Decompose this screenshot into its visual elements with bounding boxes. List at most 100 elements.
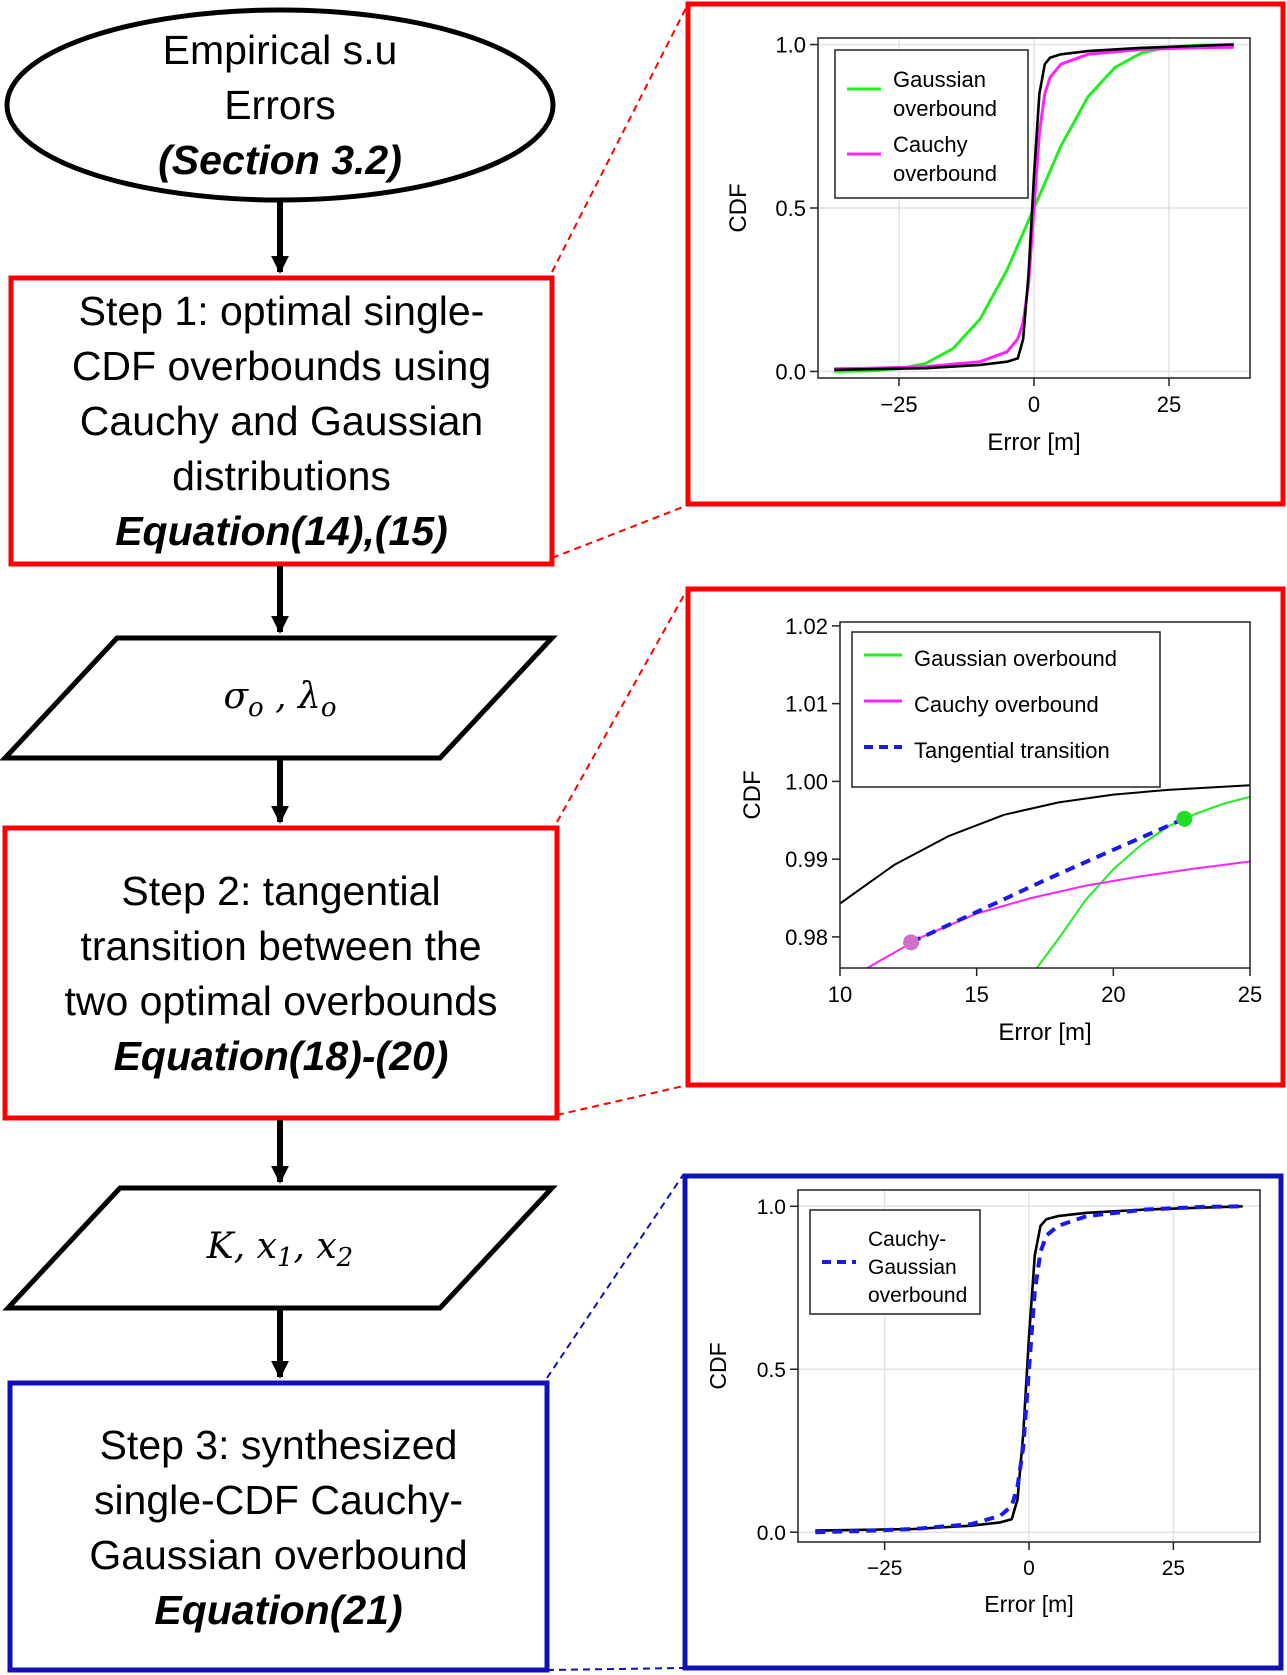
start-ref: (Section 3.2): [158, 137, 402, 183]
step2-text: Step 2: tangential transition between th…: [5, 864, 557, 1084]
step1-text: Step 1: optimal single- CDF overbounds u…: [11, 284, 552, 559]
x-tick-label: 25: [1157, 392, 1181, 417]
start-line2: Errors: [224, 82, 336, 128]
x-tick-label: 25: [1162, 1557, 1185, 1580]
x-tick-label: 20: [1101, 982, 1125, 1007]
connector-step2-top: [556, 587, 689, 823]
legend-label: Cauchy overbound: [914, 692, 1099, 717]
x-tick-label: −25: [880, 392, 917, 417]
y-tick-label: 0.0: [757, 1522, 786, 1545]
chart-2: 10 15 20 25 0.98 0.99 1.00 1.01 1.02 Error [m] CDF…: [739, 614, 1262, 1046]
connector-step1-bottom: [551, 504, 689, 559]
params2-separator-1: ,: [233, 1226, 257, 1267]
params1-separator: ,: [263, 676, 299, 717]
y-tick-label: 1.0: [757, 1196, 786, 1219]
step2-ref: Equation(18)-(20): [113, 1033, 449, 1079]
legend-label: Gaussian: [893, 67, 986, 92]
x-tick-label: 15: [964, 982, 988, 1007]
panel2-frame: [685, 586, 1286, 1088]
start-text: Empirical s.u Errors (Section 3.2): [30, 23, 530, 188]
connector-step3-bottom: [546, 1667, 684, 1671]
lambda-symbol: λ: [298, 676, 321, 717]
step3-line3: Gaussian overbound: [89, 1532, 468, 1578]
x-tick-label: 10: [828, 982, 852, 1007]
legend: Gaussian overbound Cauchy overbound: [834, 49, 1029, 199]
step3-line2: single-CDF Cauchy-: [93, 1477, 464, 1523]
series-transition: [815, 1204, 1243, 1535]
x-axis-label: Error [m]: [998, 1019, 1091, 1046]
connector-step1-top: [551, 3, 689, 273]
step1-line4: distributions: [172, 453, 391, 499]
legend-label: overbound: [868, 1284, 967, 1307]
legend-label: Gaussian: [868, 1256, 957, 1279]
x-tick-label: 0: [1023, 1557, 1035, 1580]
step1-line3: Cauchy and Gaussian: [79, 398, 484, 444]
step3-ref: Equation(21): [154, 1587, 403, 1633]
y-tick-label: 0.99: [785, 847, 828, 872]
step3-box: [7, 1380, 550, 1673]
params2-parallelogram: [2, 1185, 558, 1311]
legend-label: overbound: [893, 96, 997, 121]
legend-label: overbound: [893, 161, 997, 186]
y-tick-label: 1.0: [775, 32, 806, 57]
step3-text: Step 3: synthesized single-CDF Cauchy- G…: [10, 1418, 547, 1638]
lambda-subscript: o: [320, 693, 337, 724]
x-axis-label: Error [m]: [984, 1591, 1073, 1617]
panel1-frame: [685, 1, 1286, 507]
y-axis-label: CDF: [739, 770, 766, 819]
series-empirical: [815, 1205, 1243, 1532]
step1-box: [8, 275, 555, 567]
series-group: [815, 1204, 1243, 1535]
series-cauchy: [834, 45, 1234, 371]
sigma-subscript: o: [248, 693, 264, 724]
chart-3: −25 0 25 0.0 0.5 1.0 Error [m] CDF Cauchy- Gaussi…: [705, 1189, 1261, 1617]
x-axis-label: Error [m]: [987, 429, 1080, 456]
y-axis-label: CDF: [705, 1342, 731, 1389]
params2-separator-2: ,: [293, 1226, 317, 1267]
step2-line1: Step 2: tangential: [121, 868, 441, 914]
tangent-point-1: [903, 934, 920, 951]
series-cauchy: [866, 860, 1250, 968]
step2-line2: transition between the: [80, 923, 482, 969]
step3-line1: Step 3: synthesized: [99, 1422, 458, 1468]
panel3-frame: [682, 1173, 1284, 1671]
legend-label: Cauchy-: [868, 1228, 946, 1251]
params1-text: σo , λo: [60, 676, 500, 723]
k-symbol: K: [206, 1226, 234, 1267]
chart-1: −25 0 25 0.0 0.5 1.0 Error [m] CDF Gaussian overb…: [725, 32, 1251, 456]
params1-parallelogram: [0, 635, 558, 761]
legend-label: Cauchy: [893, 132, 968, 157]
legend-box: [834, 49, 1029, 199]
params2-text: K, x1, x2: [60, 1226, 500, 1273]
legend-label: Gaussian overbound: [914, 646, 1117, 671]
step2-line3: two optimal overbounds: [64, 978, 498, 1024]
connector-step2-bottom: [556, 1084, 689, 1116]
step1-line1: Step 1: optimal single-: [78, 288, 485, 334]
x1-symbol: x: [256, 1226, 277, 1267]
x-tick-label: 0: [1028, 392, 1040, 417]
series-empirical: [834, 43, 1234, 372]
y-tick-label: 0.98: [785, 925, 828, 950]
series-gaussian: [1035, 795, 1250, 968]
tangent-point-2: [1176, 810, 1193, 827]
legend-label: Tangential transition: [914, 738, 1110, 763]
y-tick-label: 0.5: [775, 196, 806, 221]
y-axis-label: CDF: [725, 183, 752, 232]
sigma-symbol: σ: [223, 676, 249, 717]
step2-box: [2, 825, 560, 1121]
y-tick-label: 0.0: [775, 359, 806, 384]
y-tick-label: 1.02: [785, 614, 828, 639]
step1-line2: CDF overbounds using: [71, 343, 492, 389]
legend-box: [851, 631, 1161, 788]
x-tick-label: 25: [1238, 982, 1262, 1007]
series-empirical: [840, 784, 1250, 905]
y-tick-label: 1.00: [785, 769, 828, 794]
connector-step3-top: [546, 1174, 684, 1379]
step1-ref: Equation(14),(15): [115, 508, 448, 554]
legend: Cauchy- Gaussian overbound: [809, 1209, 981, 1315]
legend: Gaussian overbound Cauchy overbound Tangen…: [851, 631, 1161, 788]
x2-subscript: 2: [336, 1243, 354, 1274]
x-tick-label: −25: [867, 1557, 903, 1580]
